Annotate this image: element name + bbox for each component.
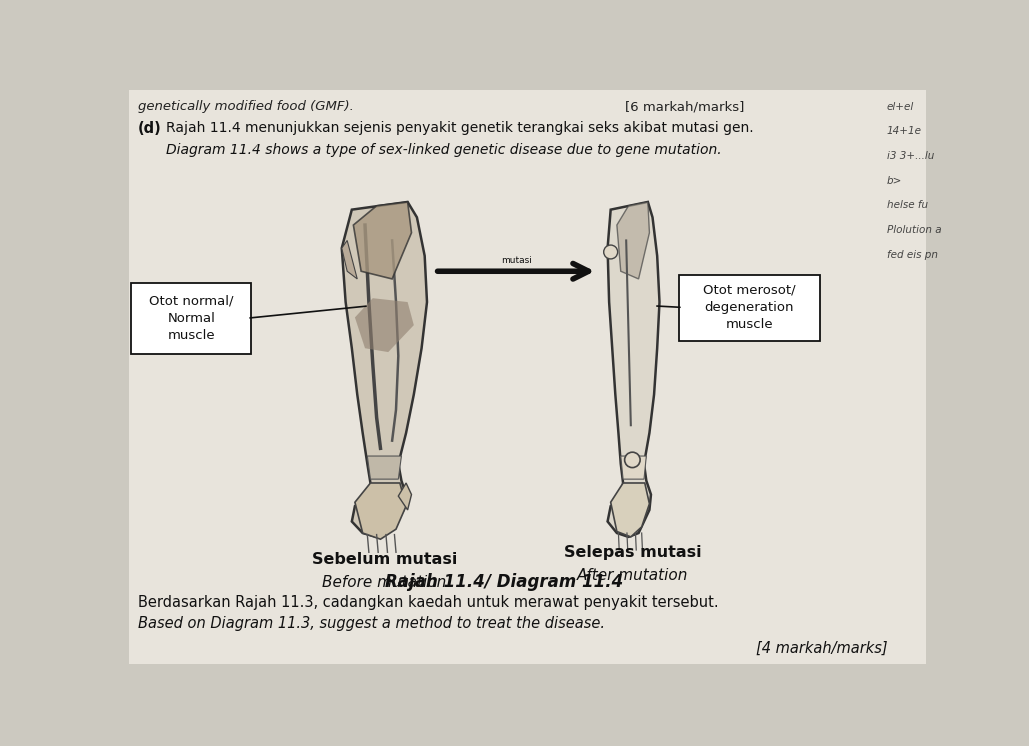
Text: Selepas mutasi: Selepas mutasi [564,545,701,560]
Text: Otot normal/
Normal
muscle: Otot normal/ Normal muscle [149,295,234,342]
Text: Rajah 11.4 menunjukkan sejenis penyakit genetik terangkai seks akibat mutasi gen: Rajah 11.4 menunjukkan sejenis penyakit … [166,121,753,135]
Text: fed eis pn: fed eis pn [887,250,937,260]
Polygon shape [367,456,401,479]
Circle shape [604,245,617,259]
Text: [4 markah/marks]: [4 markah/marks] [756,642,888,656]
Text: Before mutation: Before mutation [322,575,447,590]
Text: Rajah 11.4/ Diagram 11.4: Rajah 11.4/ Diagram 11.4 [386,573,624,591]
FancyBboxPatch shape [131,283,251,354]
Text: Plolution a: Plolution a [887,225,942,235]
Text: genetically modified food (GMF).: genetically modified food (GMF). [138,100,354,113]
Text: el+el: el+el [887,102,914,112]
Circle shape [625,452,640,468]
Polygon shape [620,456,646,479]
Text: mutasi: mutasi [501,256,532,265]
Polygon shape [355,483,406,539]
Polygon shape [398,483,412,510]
Text: Based on Diagram 11.3, suggest a method to treat the disease.: Based on Diagram 11.3, suggest a method … [138,616,605,631]
Text: Berdasarkan Rajah 11.3, cadangkan kaedah untuk merawat penyakit tersebut.: Berdasarkan Rajah 11.3, cadangkan kaedah… [138,595,718,609]
Polygon shape [610,483,649,537]
Text: 14+1e: 14+1e [887,127,922,137]
Text: Diagram 11.4 shows a type of sex-linked genetic disease due to gene mutation.: Diagram 11.4 shows a type of sex-linked … [166,143,721,157]
Text: (d): (d) [138,121,162,136]
FancyBboxPatch shape [129,90,926,664]
Polygon shape [607,202,660,537]
Text: i3 3+...lu: i3 3+...lu [887,151,934,161]
Text: Otot merosot/
degeneration
muscle: Otot merosot/ degeneration muscle [703,284,795,331]
Text: Sebelum mutasi: Sebelum mutasi [312,552,457,567]
Text: After mutation: After mutation [576,568,688,583]
Text: [6 markah/marks]: [6 markah/marks] [625,100,744,113]
Polygon shape [616,202,649,279]
FancyBboxPatch shape [679,275,820,340]
Text: helse fu: helse fu [887,201,928,210]
Polygon shape [342,240,357,279]
Polygon shape [353,202,412,279]
Polygon shape [355,298,414,352]
Text: b>: b> [887,176,902,186]
Polygon shape [342,202,427,537]
